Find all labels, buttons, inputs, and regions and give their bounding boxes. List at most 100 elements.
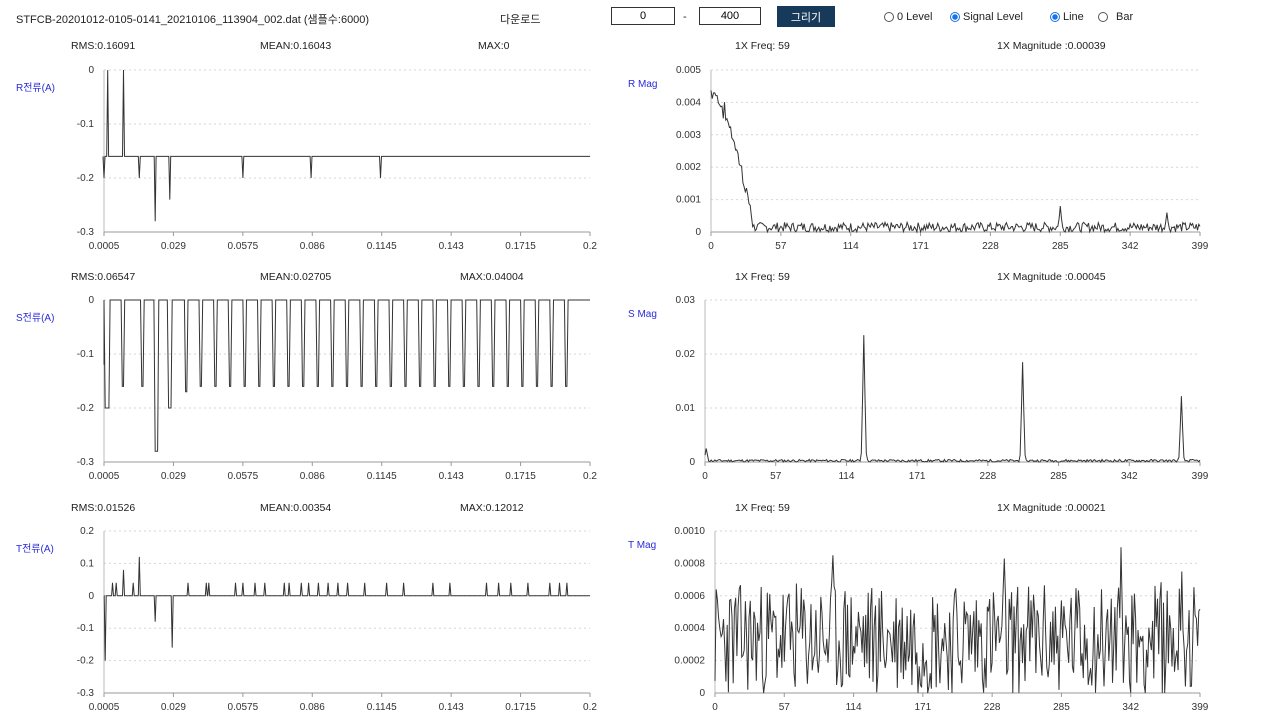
draw-button[interactable]: 그리기 [777,6,835,27]
r-mag-chart: 0.005 0.004 0.003 0.002 0.001 00 57 114 171 228 28… [676,65,1209,252]
x-tick-label: 0.0575 [228,471,259,482]
radio-signal-level-dot[interactable] [950,12,960,22]
r-magnitude: 1X Magnitude :0.00039 [997,40,1106,52]
y-tick-label: -0.2 [77,403,95,414]
y-tick-label: -0.1 [77,623,95,634]
y-tick-label: 0 [695,227,701,238]
r-rms: RMS:0.16091 [71,40,136,52]
y-tick-label: -0.2 [77,656,95,667]
s-magnitude: 1X Magnitude :0.00045 [997,271,1106,283]
x-tick-label: 228 [980,471,997,482]
y-tick-label: -0.2 [77,173,95,184]
x-tick-label: 0.1715 [505,471,536,482]
panel-r-mag: 1X Freq: 59 1X Magnitude :0.00039 R Mag … [628,34,1269,264]
y-tick-label: 0.02 [676,349,696,360]
x-tick-label: 0.0575 [228,702,259,713]
x-tick-label: 285 [1050,471,1067,482]
t-current-ylabel: T전류(A) [16,544,54,555]
s-max: MAX:0.04004 [460,271,524,283]
x-tick-label: 114 [843,241,859,252]
y-tick-label: 0.005 [676,65,701,76]
x-tick-label: 0.143 [439,702,464,713]
radio-zero-level-dot[interactable] [884,12,894,22]
t-max: MAX:0.12012 [460,502,524,514]
y-tick-label: -0.3 [77,688,95,699]
r-mag-ylabel: R Mag [628,79,658,90]
panel-r-current: RMS:0.16091 MEAN:0.16043 MAX:0 R전류(A) 0 -… [0,34,630,264]
download-link[interactable]: 다운로드 [500,14,541,26]
x-tick-label: 0.0005 [89,471,120,482]
y-tick-label: 0.0006 [674,591,705,602]
series-line [102,69,590,222]
x-tick-label: 0.0005 [89,702,120,713]
x-tick-label: 171 [915,702,932,713]
y-tick-label: 0.0010 [674,526,705,537]
series-line [710,90,1201,234]
radio-bar-dot[interactable] [1098,12,1108,22]
x-tick-label: 0.1715 [505,702,536,713]
y-tick-label: 0.03 [676,295,696,306]
range-separator: - [683,11,687,23]
y-tick-label: 0 [88,295,94,306]
x-tick-label: 228 [982,241,999,252]
y-tick-label: 0.2 [80,526,94,537]
y-tick-label: 0.002 [676,162,701,173]
panel-s-current: RMS:0.06547 MEAN:0.02705 MAX:0.04004 S전류… [0,264,630,494]
radio-signal-level[interactable]: Signal Level [950,11,1023,23]
x-tick-label: 0 [708,241,714,252]
panel-s-mag: 1X Freq: 59 1X Magnitude :0.00045 S Mag … [628,264,1269,494]
x-tick-label: 0 [712,702,718,713]
x-tick-label: 0.029 [161,471,186,482]
t-mag-chart: 0.0010 0.0008 0.0006 0.0004 0.0002 00 57 114 171… [674,526,1209,713]
y-tick-label: 0.003 [676,130,701,141]
radio-line-label: Line [1063,11,1084,23]
x-tick-label: 0.029 [161,702,186,713]
x-tick-label: 285 [1053,702,1070,713]
toolbar: STFCB-20201012-0105-0141_20210106_113904… [0,0,1269,34]
x-tick-label: 171 [912,241,929,252]
x-tick-label: 0.2 [583,471,597,482]
y-tick-label: 0.004 [676,97,701,108]
x-tick-label: 0.143 [439,471,464,482]
x-tick-label: 342 [1122,702,1139,713]
r-freq: 1X Freq: 59 [735,40,790,52]
x-tick-label: 171 [909,471,926,482]
x-tick-label: 0.086 [300,702,325,713]
x-tick-label: 0.1145 [367,471,397,482]
r-mean: MEAN:0.16043 [260,40,332,52]
x-tick-label: 399 [1192,702,1209,713]
t-mean: MEAN:0.00354 [260,502,332,514]
x-tick-label: 285 [1052,241,1069,252]
x-tick-label: 342 [1121,471,1138,482]
y-tick-label: -0.1 [77,349,95,360]
x-tick-label: 342 [1122,241,1139,252]
s-mag-chart: 0.03 0.02 0.01 00 57 114 171 228 285 342 399 [676,295,1209,482]
r-current-ylabel: R전류(A) [16,83,55,94]
x-tick-label: 0.2 [583,241,597,252]
y-tick-label: 0 [88,65,94,76]
t-freq: 1X Freq: 59 [735,502,790,514]
y-tick-label: -0.1 [77,119,95,130]
x-tick-label: 57 [770,471,782,482]
y-tick-label: 0.0004 [674,623,705,634]
r-current-chart: 0 -0.1 -0.2 -0.3 0.0005 0.029 0.0575 0.086 0.114… [77,65,598,252]
s-rms: RMS:0.06547 [71,271,136,283]
radio-bar[interactable]: Bar [1098,11,1133,23]
series-line [103,556,590,661]
y-tick-label: 0.001 [676,195,701,206]
x-tick-label: 228 [984,702,1001,713]
r-max: MAX:0 [478,40,510,52]
y-tick-label: 0.0008 [674,558,705,569]
radio-zero-level[interactable]: 0 Level [884,11,932,23]
range-end-input[interactable] [699,7,761,25]
x-tick-label: 0.0005 [89,241,120,252]
radio-line[interactable]: Line [1050,11,1084,23]
s-current-chart: 0 -0.1 -0.2 -0.3 0.0005 0.029 0.0575 0.086 0.114… [77,295,598,482]
radio-line-dot[interactable] [1050,12,1060,22]
y-tick-label: 0 [699,688,705,699]
y-tick-label: 0.0002 [674,656,705,667]
range-start-input[interactable] [611,7,675,25]
t-rms: RMS:0.01526 [71,502,136,514]
x-tick-label: 0.0575 [228,241,259,252]
s-freq: 1X Freq: 59 [735,271,790,283]
